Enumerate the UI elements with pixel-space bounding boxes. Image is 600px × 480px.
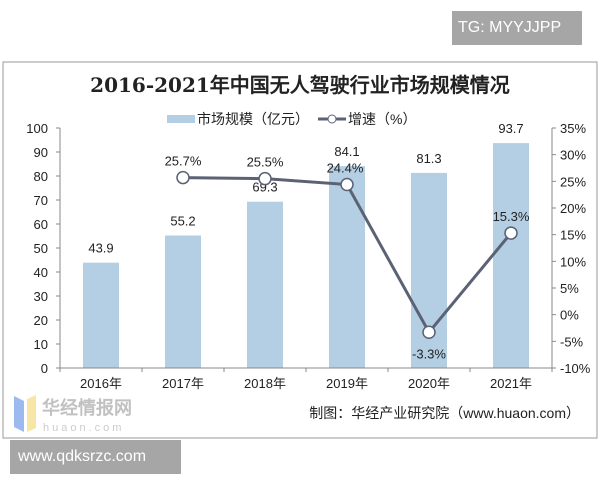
logo-mark-blue bbox=[14, 396, 24, 432]
x-tick-label: 2020年 bbox=[408, 376, 450, 391]
right-tick-label: 15% bbox=[560, 228, 586, 243]
watermark-top: TG: MYYJJPP bbox=[452, 11, 582, 45]
bar-data-label: 69.3 bbox=[252, 180, 277, 195]
bar-data-label: 84.1 bbox=[334, 144, 359, 159]
right-tick-label: 5% bbox=[560, 281, 579, 296]
right-tick-label: -10% bbox=[560, 361, 591, 376]
bar-data-label: 81.3 bbox=[416, 151, 441, 166]
growth-data-label: 25.7% bbox=[165, 154, 202, 169]
growth-point-2021年 bbox=[504, 226, 518, 240]
legend-bar-label: 市场规模（亿元） bbox=[197, 111, 309, 127]
x-tick-label: 2019年 bbox=[326, 376, 368, 391]
source-note: 制图：华经产业研究院（www.huaon.com） bbox=[309, 405, 580, 421]
left-tick-label: 20 bbox=[34, 313, 48, 328]
x-tick-label: 2017年 bbox=[162, 376, 204, 391]
right-tick-label: 25% bbox=[560, 174, 586, 189]
legend-bar-swatch bbox=[167, 115, 195, 123]
left-tick-label: 80 bbox=[34, 169, 48, 184]
left-tick-label: 0 bbox=[41, 361, 48, 376]
chart-title: 2016-2021年中国无人驾驶行业市场规模情况 bbox=[90, 73, 510, 97]
watermark-bottom: www.qdksrzc.com bbox=[10, 440, 181, 474]
growth-point-2017年 bbox=[176, 170, 190, 185]
growth-data-label: 24.4% bbox=[327, 161, 364, 176]
bar-2016年 bbox=[83, 262, 119, 368]
right-tick-label: 35% bbox=[560, 121, 586, 136]
logo-subtext: huaon.com bbox=[43, 422, 124, 434]
bar-2021年 bbox=[493, 143, 529, 368]
logo-watermark: 华经情报网 huaon.com bbox=[14, 395, 132, 434]
x-tick-label: 2016年 bbox=[80, 376, 122, 391]
bar-2018年 bbox=[247, 201, 283, 368]
right-tick-label: -5% bbox=[560, 334, 584, 349]
left-tick-label: 40 bbox=[34, 265, 48, 280]
left-tick-label: 90 bbox=[34, 145, 48, 160]
bar-2019年 bbox=[329, 166, 365, 368]
bar-data-label: 93.7 bbox=[498, 121, 523, 136]
logo-text: 华经情报网 bbox=[42, 397, 132, 418]
legend-line-marker bbox=[327, 114, 337, 124]
right-tick-label: 10% bbox=[560, 254, 586, 269]
left-tick-label: 50 bbox=[34, 241, 48, 256]
right-tick-label: 30% bbox=[560, 148, 586, 163]
growth-data-label: 15.3% bbox=[493, 209, 530, 224]
growth-point-2018年 bbox=[258, 171, 272, 186]
bar-data-label: 43.9 bbox=[88, 241, 113, 256]
x-tick-label: 2021年 bbox=[490, 376, 532, 391]
growth-data-label: -3.3% bbox=[412, 346, 446, 361]
left-tick-label: 70 bbox=[34, 193, 48, 208]
x-tick-label: 2018年 bbox=[244, 376, 286, 391]
growth-point-2020年 bbox=[422, 325, 436, 340]
growth-data-label: 25.5% bbox=[247, 155, 284, 170]
right-tick-label: 0% bbox=[560, 308, 579, 323]
left-tick-label: 100 bbox=[26, 121, 48, 136]
right-tick-label: 20% bbox=[560, 201, 586, 216]
left-tick-label: 30 bbox=[34, 289, 48, 304]
legend-line-label: 增速（%） bbox=[348, 111, 416, 127]
bar-2017年 bbox=[165, 235, 201, 368]
bar-data-label: 55.2 bbox=[170, 214, 195, 229]
logo-mark-yellow bbox=[27, 395, 36, 432]
left-tick-label: 60 bbox=[34, 217, 48, 232]
left-tick-label: 10 bbox=[34, 337, 48, 352]
growth-point-2019年 bbox=[340, 177, 354, 192]
legend: 市场规模（亿元） 增速（%） bbox=[167, 111, 416, 127]
